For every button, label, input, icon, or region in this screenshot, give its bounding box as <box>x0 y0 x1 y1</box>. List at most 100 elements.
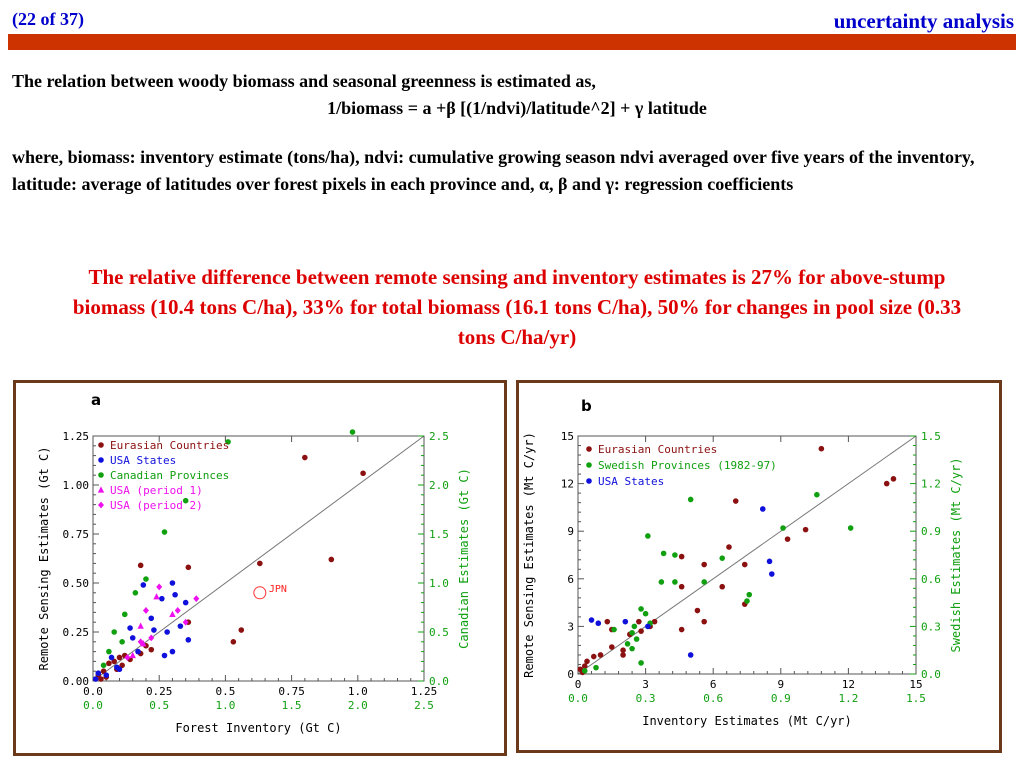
data-point <box>660 550 667 557</box>
data-point <box>593 664 599 671</box>
data-point <box>103 672 110 678</box>
data-point <box>156 583 163 591</box>
annotation-label: JPN <box>269 584 287 595</box>
legend-marker <box>97 486 105 493</box>
data-point <box>629 645 635 652</box>
data-point <box>732 498 739 504</box>
data-point <box>719 555 726 561</box>
data-point <box>701 618 707 625</box>
data-point <box>174 607 181 614</box>
x-tick-label: 3 <box>642 678 649 691</box>
legend-label: USA States <box>598 475 664 488</box>
data-point <box>100 668 107 674</box>
chart-panel-a: a 0.0 0.0 0.00 0.0 0.25 0.5 0.25 0.5 0.5 1.0 0.50 1.… <box>13 380 507 756</box>
x-tick-label-secondary: 0.6 <box>703 692 723 705</box>
data-point <box>687 496 694 503</box>
y-tick-label: 1.00 <box>63 479 90 492</box>
data-point <box>620 647 626 653</box>
y-tick-label: 0.75 <box>63 528 90 541</box>
y-right-tick-label: 0.0 <box>921 668 941 681</box>
y-axis-title: Remote Sensing Estimates (Mt C/yr) <box>522 432 536 678</box>
data-point <box>687 652 694 658</box>
data-point <box>719 583 726 590</box>
data-point <box>148 646 155 653</box>
data-point <box>302 454 308 461</box>
legend-label: Eurasian Countries <box>598 443 717 456</box>
data-point <box>140 582 147 588</box>
legend-label: Swedish Provinces (1982-97) <box>598 459 777 472</box>
x-tick-label: 6 <box>710 678 717 691</box>
data-point <box>182 497 189 504</box>
data-point <box>620 652 626 658</box>
y-right-tick-label: 2.0 <box>429 479 449 492</box>
x-tick-label-secondary: 0.5 <box>149 699 169 712</box>
header-bar <box>8 34 1016 50</box>
data-point <box>161 529 168 535</box>
y-right-tick-label: 0.5 <box>429 626 449 639</box>
data-point <box>182 618 189 626</box>
topic-title: uncertainty analysis <box>833 9 1014 33</box>
data-point <box>611 626 617 633</box>
data-point <box>182 599 189 606</box>
plot-frame <box>92 435 425 682</box>
data-point <box>744 598 750 604</box>
data-point <box>590 653 597 660</box>
data-point <box>584 658 590 665</box>
data-point <box>802 526 809 533</box>
data-point <box>597 652 604 658</box>
data-point <box>129 635 136 641</box>
legend-label: USA States <box>110 454 176 467</box>
data-point <box>111 629 117 635</box>
panel-label: b <box>581 397 592 415</box>
x-tick-label: 0 <box>575 678 582 691</box>
data-point <box>137 622 144 629</box>
data-point <box>106 660 112 667</box>
data-point <box>642 610 649 617</box>
data-point <box>604 618 611 625</box>
y-right-tick-label: 1.0 <box>429 577 449 590</box>
slide-number: (22 of 37) <box>12 9 84 29</box>
data-point <box>116 666 123 673</box>
data-point <box>185 637 192 643</box>
data-point <box>257 560 263 567</box>
data-point <box>151 627 157 633</box>
data-point <box>784 536 791 542</box>
y-right-tick-label: 1.5 <box>429 528 449 541</box>
data-point <box>177 623 184 629</box>
formula: 1/biomass = a +β [(1/ndvi)/latitude^2] +… <box>327 98 707 118</box>
data-point <box>631 623 638 630</box>
data-point <box>694 607 701 614</box>
reference-line-1to1 <box>92 435 425 682</box>
chart-panel-b: b 0 0.0 0 0.0 3 0.3 3 0.3 6 0.6 6 0.6 9 0.9 9 0.9 12 1.2 12… <box>516 380 1002 753</box>
data-point <box>678 583 685 590</box>
x-tick-label: 9 <box>777 678 784 691</box>
data-point <box>890 476 897 482</box>
x-tick-label-secondary: 2.5 <box>414 699 434 712</box>
y-tick-label: 3 <box>567 620 574 633</box>
data-point <box>193 595 200 603</box>
legend-marker <box>98 457 104 463</box>
y-right-tick-label: 1.2 <box>921 478 941 491</box>
relation-intro: The relation between woody biomass and s… <box>12 71 596 91</box>
legend-marker <box>98 501 104 509</box>
y-tick-label: 1.25 <box>63 430 90 443</box>
x-tick-label-secondary: 2.0 <box>348 699 368 712</box>
x-tick-label-secondary: 0.0 <box>83 699 103 712</box>
data-point <box>140 640 147 647</box>
data-point <box>98 676 104 682</box>
y-axis-title: Remote Sensing Estimates (Gt C) <box>37 447 51 671</box>
data-point <box>360 470 366 477</box>
data-point <box>148 634 155 642</box>
data-point <box>814 491 820 498</box>
legend-label: USA (period 1) <box>110 484 203 497</box>
x-tick-label: 1.25 <box>411 685 438 698</box>
x-tick-label-secondary: 1.5 <box>906 692 926 705</box>
annotation-circle <box>253 586 267 600</box>
legend-marker <box>586 446 592 452</box>
legend-label: USA (period 2) <box>110 499 203 512</box>
y-tick-label: 0.25 <box>63 626 90 639</box>
data-point <box>161 652 168 659</box>
y-right-tick-label: 2.5 <box>429 430 449 443</box>
y-right-axis-title: Swedish Estimates (Mt C/yr) <box>949 457 963 652</box>
data-point <box>119 639 125 645</box>
